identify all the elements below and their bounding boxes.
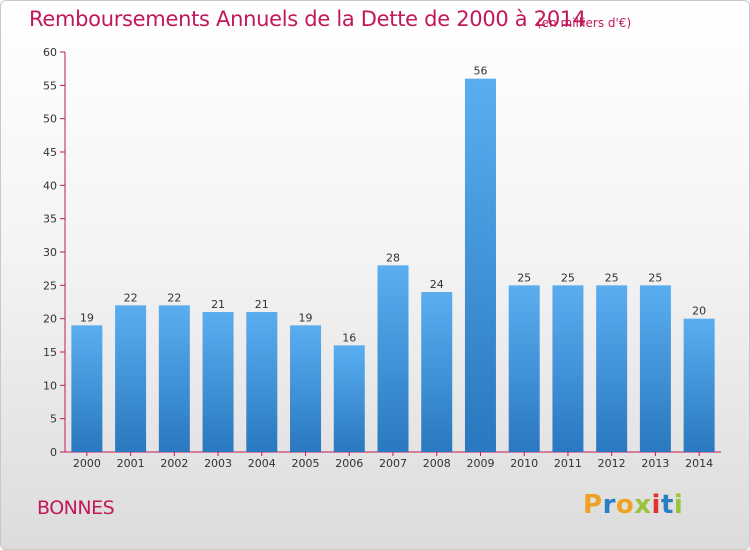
bar bbox=[552, 285, 584, 452]
data-label: 21 bbox=[211, 298, 225, 311]
bar bbox=[290, 325, 322, 452]
bar bbox=[158, 305, 190, 452]
x-tick-label: 2012 bbox=[598, 457, 626, 470]
bar bbox=[377, 265, 409, 452]
x-tick-label: 2001 bbox=[117, 457, 145, 470]
chart-labels: 19 2000 22 2001 22 2002 21 2003 21 2004 19 2005 16 20… bbox=[73, 65, 713, 470]
logo-letter: i bbox=[651, 490, 661, 520]
data-label: 16 bbox=[342, 331, 356, 344]
logo-letter: P bbox=[583, 490, 603, 520]
data-label: 22 bbox=[167, 291, 181, 304]
x-tick-label: 2006 bbox=[335, 457, 363, 470]
logo-letter: i bbox=[673, 490, 684, 520]
bar bbox=[115, 305, 147, 452]
x-tick-label: 2003 bbox=[204, 457, 232, 470]
logo-letter: o bbox=[615, 490, 635, 520]
bar bbox=[508, 285, 540, 452]
bar bbox=[202, 312, 234, 452]
x-tick-label: 2002 bbox=[160, 457, 188, 470]
bar bbox=[333, 345, 365, 452]
data-label: 56 bbox=[473, 65, 487, 78]
bar bbox=[246, 312, 278, 452]
logo-letter: t bbox=[660, 490, 674, 520]
bar bbox=[639, 285, 671, 452]
data-label: 20 bbox=[692, 305, 706, 318]
x-tick-label: 2008 bbox=[423, 457, 451, 470]
x-tick-label: 2009 bbox=[466, 457, 494, 470]
bar bbox=[464, 78, 496, 453]
x-tick-label: 2013 bbox=[641, 457, 669, 470]
y-tick-label: 15 bbox=[43, 346, 57, 359]
data-label: 21 bbox=[255, 298, 269, 311]
data-label: 25 bbox=[517, 271, 531, 284]
x-tick-label: 2010 bbox=[510, 457, 538, 470]
y-tick-label: 55 bbox=[43, 79, 57, 92]
y-tick-label: 60 bbox=[43, 46, 57, 59]
chart-title: Remboursements Annuels de la Dette de 20… bbox=[29, 7, 586, 31]
bar bbox=[421, 292, 453, 452]
x-tick-label: 2007 bbox=[379, 457, 407, 470]
y-tick-label: 10 bbox=[43, 379, 57, 392]
y-tick-label: 30 bbox=[43, 246, 57, 259]
x-tick-label: 2000 bbox=[73, 457, 101, 470]
data-label: 25 bbox=[648, 271, 662, 284]
chart-axes: 0 5 10 15 20 25 30 35 40 45 50 55 60 bbox=[43, 46, 721, 459]
data-label: 19 bbox=[299, 311, 313, 324]
data-label: 22 bbox=[124, 291, 138, 304]
y-tick-label: 20 bbox=[43, 313, 57, 326]
bar bbox=[596, 285, 628, 452]
y-tick-label: 25 bbox=[43, 279, 57, 292]
x-tick-label: 2011 bbox=[554, 457, 582, 470]
data-label: 24 bbox=[430, 278, 444, 291]
y-tick-label: 45 bbox=[43, 146, 57, 159]
data-label: 25 bbox=[561, 271, 575, 284]
city-name: BONNES bbox=[37, 497, 115, 519]
chart-bars bbox=[71, 78, 715, 453]
y-tick-label: 35 bbox=[43, 213, 57, 226]
y-tick-label: 40 bbox=[43, 179, 57, 192]
data-label: 28 bbox=[386, 251, 400, 264]
y-tick-label: 5 bbox=[50, 413, 57, 426]
logo-letter: r bbox=[602, 490, 616, 520]
y-tick-label: 0 bbox=[50, 446, 57, 459]
bar bbox=[683, 318, 715, 452]
bar bbox=[71, 325, 103, 452]
data-label: 19 bbox=[80, 311, 94, 324]
chart-subtitle: (en milliers d'€) bbox=[537, 16, 632, 30]
x-tick-label: 2005 bbox=[292, 457, 320, 470]
x-tick-label: 2004 bbox=[248, 457, 276, 470]
logo-letter: x bbox=[634, 490, 652, 520]
data-label: 25 bbox=[605, 271, 619, 284]
y-tick-label: 50 bbox=[43, 113, 57, 126]
proxiti-logo: Proxiti bbox=[583, 490, 683, 520]
x-tick-label: 2014 bbox=[685, 457, 713, 470]
